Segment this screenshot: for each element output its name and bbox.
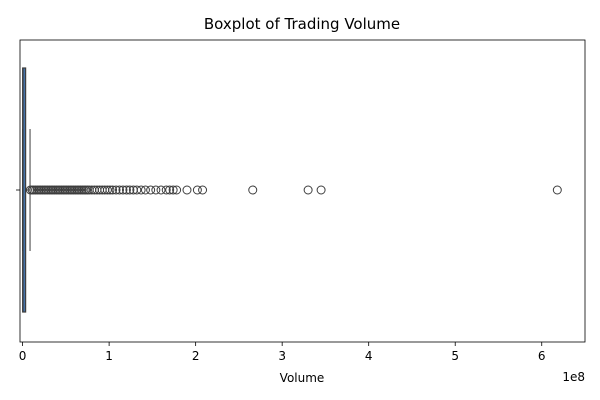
x-axis-label: Volume (280, 371, 325, 385)
outlier-point (105, 185, 115, 195)
outlier-point (303, 185, 313, 195)
outlier-point (146, 185, 156, 195)
x-tick-label: 3 (278, 349, 286, 363)
outlier-point (151, 185, 161, 195)
x-axis: 0 1 2 3 4 5 6 (19, 342, 546, 363)
outlier-point (552, 185, 562, 195)
x-tick-label: 0 (19, 349, 27, 363)
outlier-point (198, 185, 208, 195)
x-tick-label: 5 (451, 349, 459, 363)
x-axis-offset-label: 1e8 (562, 370, 585, 384)
outlier-point (102, 185, 112, 195)
outlier-point (165, 185, 175, 195)
x-tick-label: 4 (365, 349, 373, 363)
outlier-point (115, 185, 125, 195)
boxplot (22, 67, 31, 313)
plot-area (19, 39, 586, 343)
outlier-point (172, 185, 182, 195)
outlier-point (125, 185, 135, 195)
outlier-point (192, 185, 202, 195)
outlier-point (140, 185, 150, 195)
outlier-point (136, 185, 146, 195)
outlier-point (118, 185, 128, 195)
outlier-point (132, 185, 142, 195)
outlier-point (182, 185, 192, 195)
chart-title: Boxplot of Trading Volume (204, 15, 400, 33)
outlier-point (121, 185, 131, 195)
x-tick-label: 6 (538, 349, 546, 363)
outlier-point (168, 185, 178, 195)
x-tick-label: 1 (105, 349, 113, 363)
outlier-point (316, 185, 326, 195)
outlier-point (156, 185, 166, 195)
outlier-point (248, 185, 258, 195)
outlier-point (108, 185, 118, 195)
x-tick-label: 2 (192, 349, 200, 363)
outlier-point (111, 185, 121, 195)
outlier-points (25, 185, 562, 195)
outlier-point (161, 185, 171, 195)
